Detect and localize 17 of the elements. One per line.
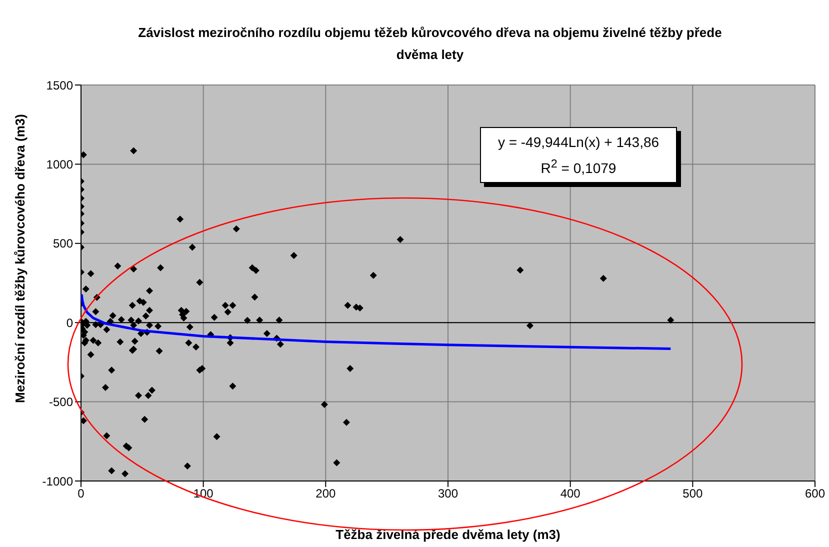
annotation: y = -49,944Ln(x) + 143,86	[498, 134, 660, 150]
y-tick-label: 1000	[46, 157, 74, 172]
x-axis-title: Těžba živelná přede dvěma lety (m3)	[336, 527, 560, 542]
annotation: R$^{2}$ = 0,1079	[540, 157, 616, 176]
chart-title: Závislost meziročního rozdílu objemu těžeb kůrovcového dřeva na objemu živelné těžby přede dvěma lety	[138, 25, 722, 62]
x-tick-label: 500	[682, 486, 703, 501]
y-tick-label: 0	[66, 316, 74, 330]
x-tick-label: 0	[78, 486, 85, 501]
x-tick-label: 600	[804, 486, 826, 501]
x-tick-label: 400	[560, 486, 581, 501]
y-axis-title: Meziroční rozdíl těžby kůrovcového dřeva (m3)	[12, 114, 28, 403]
y-tick-label: 500	[52, 236, 74, 251]
x-tick-label: 200	[316, 486, 336, 501]
x-tick-label: 300	[438, 486, 458, 501]
y-tick-label: -500	[48, 395, 74, 410]
y-tick-label: -1000	[42, 474, 74, 488]
y-tick-label: 1500	[46, 78, 74, 92]
